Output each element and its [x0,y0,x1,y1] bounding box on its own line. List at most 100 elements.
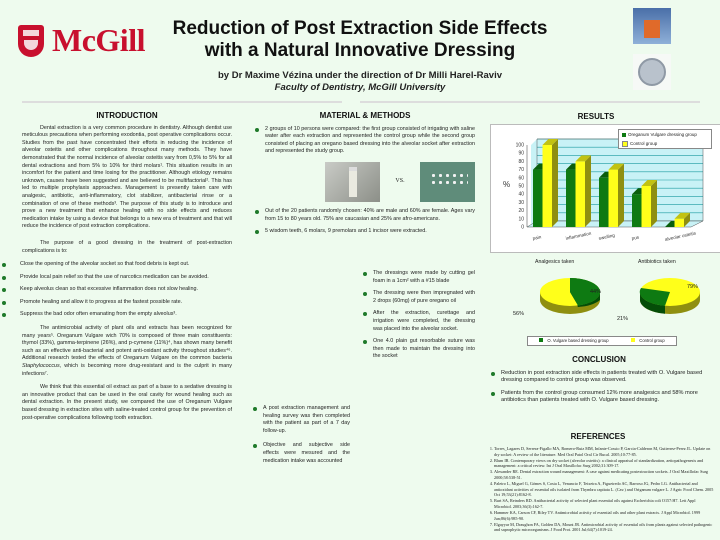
comparison-photos: VS. [325,161,475,202]
analgesics-pie [540,277,601,314]
pie-label: 79% [687,284,699,290]
methods-list: Out of the 20 patients randomly chosen: … [255,208,475,236]
follow-up: A post extraction management and healing… [253,405,350,471]
list-item: Out of the 20 patients randomly chosen: … [255,208,475,223]
svg-text:0: 0 [521,225,524,231]
svg-text:swelling: swelling [598,233,615,241]
logo-wordmark: McGill [52,22,145,58]
conclusion-list: Reduction in post extraction side effect… [483,370,715,405]
svg-text:50: 50 [518,184,524,190]
title-line-1: Reduction of Post Extraction Side Effect… [172,18,548,39]
svg-text:40: 40 [518,192,524,198]
list-item: A post extraction management and healing… [253,405,350,435]
reference-item: Paleiro L, Miguel G, Gómes S, Costa L, V… [494,481,714,498]
section-heading: CONCLUSION [572,355,626,364]
references-list: Torres_Lagares D, Serrera-Figallo MA, Ro… [482,446,714,533]
reference-item: Blum IR. Contemporary views on dry socke… [494,458,714,469]
legend-label: O. Vulgare based dressing group [547,338,609,343]
list-item: Promote healing and allow it to progress… [2,299,232,307]
follow-up-list: A post extraction management and healing… [253,405,350,465]
list-item: Objective and subjective side effects we… [253,442,350,465]
legend-item-control: Control group [622,139,711,148]
authors: by Dr Maxime Vézina under the direction … [217,70,502,81]
section-heading: REFERENCES [570,432,626,441]
svg-text:60: 60 [518,175,524,181]
legend-item-study: Oreganum Vulgare dressing group [622,130,711,139]
list-item: Reduction in post extraction side effect… [483,370,715,385]
legend-label: Oreganum Vulgare dressing group [628,132,697,137]
byline: by Dr Maxime Vézina under the direction … [150,70,570,94]
saline-bottle-photo [325,161,380,202]
svg-text:70: 70 [518,167,524,173]
pie-label: 44% [590,289,602,295]
list-item: Suppress the bad odor often emanating fr… [2,311,232,319]
hospital-logo-icon [633,8,671,44]
legend-swatch-icon [622,140,628,147]
legend-swatch-icon [631,338,636,342]
svg-text:100: 100 [516,143,525,149]
svg-text:inflammation: inflammation [565,231,592,241]
svg-text:30: 30 [518,200,524,206]
legend-item-control: Control group [631,337,665,345]
methods-section: MATERIAL & METHODS 2 groups of 10 person… [255,112,475,242]
references-section: REFERENCES Torres_Lagares D, Serrera-Fig… [482,432,714,533]
paragraph: The purpose of a good dressing in the tr… [22,239,232,254]
bar-chart: 0 10 20 30 40 50 60 70 80 90 100 % pain inflammatio… [490,124,720,253]
title-line-2: with a Natural Innovative Dressing [204,40,516,61]
svg-text:alveolar osteitis: alveolar osteitis [664,230,697,242]
reference-item: Burt SA, Reinders RD. Antibacterial acti… [494,498,714,509]
list-item: The dressings were made by cutting gel f… [363,270,475,285]
bacteria-name: Staphylococcus [22,363,60,370]
reference-item: Elgayyar M, Draughon FA, Golden DA, Moun… [494,522,714,533]
section-heading: RESULTS [577,112,615,121]
text: The antimicrobial activity of plant oils… [22,325,232,362]
list-item: 5 wisdom teeth, 6 molars, 9 premolars an… [255,228,475,236]
paragraph: We think that this essential oil extract… [22,384,232,421]
pie-label: 56% [513,311,525,317]
section-heading: MATERIAL & METHODS [319,111,411,120]
vs-label: VS. [395,178,405,185]
list-item: 2 groups of 10 persons were compared: th… [255,126,475,156]
text: , which is becoming more drug-resistant … [22,363,232,377]
methods-list: 2 groups of 10 persons were compared: th… [255,126,475,156]
pie-caption-antibiotics: Antibiotics taken [638,259,676,265]
dressing-procedure: The dressings were made by cutting gel f… [363,270,475,367]
conclusion-section: CONCLUSION Reduction in post extraction … [483,356,715,411]
svg-text:pain: pain [532,234,542,241]
bar-chart-svg: 0 10 20 30 40 50 60 70 80 90 100 % pain inflammatio… [503,138,704,242]
results-section: RESULTS [480,112,712,121]
legend-swatch-icon [622,132,626,137]
pie-label: 21% [617,316,629,322]
pie-legend: O. Vulgare based dressing group Control … [527,336,677,346]
mcgill-shield-icon [18,24,44,57]
y-axis-label: % [503,180,510,189]
bar-chart-legend: Oreganum Vulgare dressing group Control … [618,129,712,149]
faculty: Faculty of Dentistry, McGill University [274,82,446,93]
pie-caption-analgesics: Analgesics taken [535,259,575,265]
dressing-pellets-photo [419,161,475,202]
list-item: Keep alveolus clean so that excessive in… [2,286,232,294]
list-item: One 4.0 plain gut resorbable suture was … [363,338,475,361]
list-item: Provide local pain relief so that the us… [2,274,232,282]
paragraph: Dental extraction is a very common proce… [22,124,232,230]
list-item: Close the opening of the alveolar socket… [2,261,232,269]
reference-item: Torres_Lagares D, Serrera-Figallo MA, Ro… [494,446,714,457]
legend-label: Control group [630,141,658,146]
university-seal-icon [633,54,671,90]
svg-text:90: 90 [518,151,524,157]
svg-text:20: 20 [518,208,524,214]
list-item: Patients from the control group consumed… [483,390,715,405]
antibiotics-pie [639,278,700,314]
legend-swatch-icon [539,338,544,342]
divider [360,101,700,103]
svg-text:10: 10 [518,216,524,222]
poster-title: Reduction of Post Extraction Side Effect… [150,18,570,62]
mcgill-logo: McGill [18,22,145,59]
list-item: The dressing were then impregnated with … [363,290,475,305]
svg-text:pus: pus [631,234,640,241]
introduction-section: INTRODUCTION Dental extraction is a very… [2,112,232,428]
legend-label: Control group [639,338,665,343]
list-item: After the extraction, curettage and irri… [363,310,475,333]
dressing-purpose-list: Close the opening of the alveolar socket… [2,261,232,319]
svg-text:80: 80 [518,159,524,165]
